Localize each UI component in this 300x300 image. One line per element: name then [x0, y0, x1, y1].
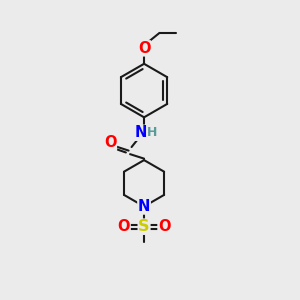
- Text: S: S: [138, 219, 150, 234]
- Text: N: N: [138, 199, 150, 214]
- Text: N: N: [134, 125, 147, 140]
- Text: O: O: [138, 41, 150, 56]
- Text: O: O: [158, 219, 170, 234]
- Text: O: O: [118, 219, 130, 234]
- Text: O: O: [104, 135, 116, 150]
- Text: H: H: [147, 126, 158, 139]
